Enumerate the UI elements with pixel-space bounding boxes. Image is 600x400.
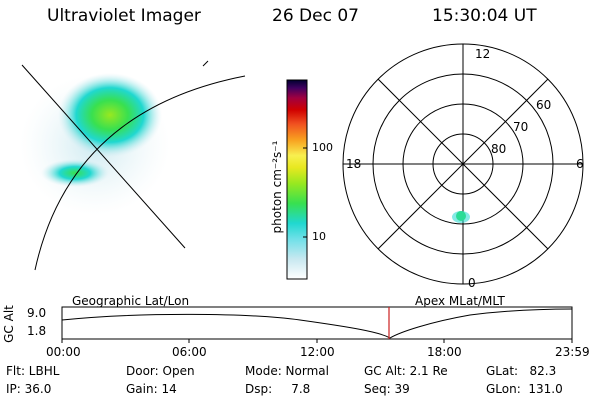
info-mode: Mode: Normal	[245, 364, 329, 378]
aurora-emission-secondary	[41, 159, 109, 187]
timeline-y-tick-low: 1.8	[27, 324, 47, 338]
geo-grid-line	[21, 64, 186, 249]
geo-horizon-arc	[34, 75, 246, 271]
polar-diagonal-2	[377, 78, 549, 250]
x-tick-label-1200: 12:00	[300, 345, 335, 359]
instrument-title: Ultraviolet Imager	[47, 6, 201, 26]
x-tick-label-2359: 23:59	[555, 345, 590, 359]
info-seq: Seq: 39	[364, 382, 410, 396]
lat-label-80: 80	[491, 142, 507, 156]
colorbar-gradient	[286, 79, 308, 280]
x-tick-label-1800: 18:00	[427, 345, 462, 359]
lat-label-70: 70	[513, 120, 529, 134]
mlt-label-0: 0	[468, 276, 476, 290]
info-ip: IP: 36.0	[6, 382, 52, 396]
x-tick-label-0600: 06:00	[172, 345, 207, 359]
colorbar-tick-label-10: 10	[312, 230, 326, 243]
mlt-label-18: 18	[346, 157, 362, 171]
polar-aurora-halo	[452, 211, 470, 223]
geo-tick-mark	[202, 60, 209, 67]
info-gain: Gain: 14	[126, 382, 177, 396]
aurora-emission-main	[58, 73, 162, 157]
info-glat: GLat: 82.3	[486, 364, 557, 378]
info-dsp: Dsp: 7.8	[245, 382, 311, 396]
lat-label-60: 60	[536, 98, 552, 112]
date-label: 26 Dec 07	[272, 6, 359, 26]
timeline-left-label: Geographic Lat/Lon	[72, 294, 190, 308]
x-tick-label-0000: 00:00	[46, 345, 81, 359]
info-filter: Flt: LBHL	[6, 364, 60, 378]
altitude-curve	[61, 308, 573, 339]
mlt-label-6: 6	[576, 157, 584, 171]
info-gc-alt: GC Alt: 2.1 Re	[364, 364, 448, 378]
info-door: Door: Open	[126, 364, 195, 378]
time-label: 15:30:04 UT	[432, 6, 537, 26]
colorbar-tick-label-100: 100	[312, 141, 333, 154]
info-glon: GLon: 131.0	[486, 382, 563, 396]
mlt-label-12: 12	[475, 47, 491, 61]
timeline-y-tick-high: 9.0	[27, 306, 47, 320]
timeline-right-label: Apex MLat/MLT	[415, 294, 505, 308]
